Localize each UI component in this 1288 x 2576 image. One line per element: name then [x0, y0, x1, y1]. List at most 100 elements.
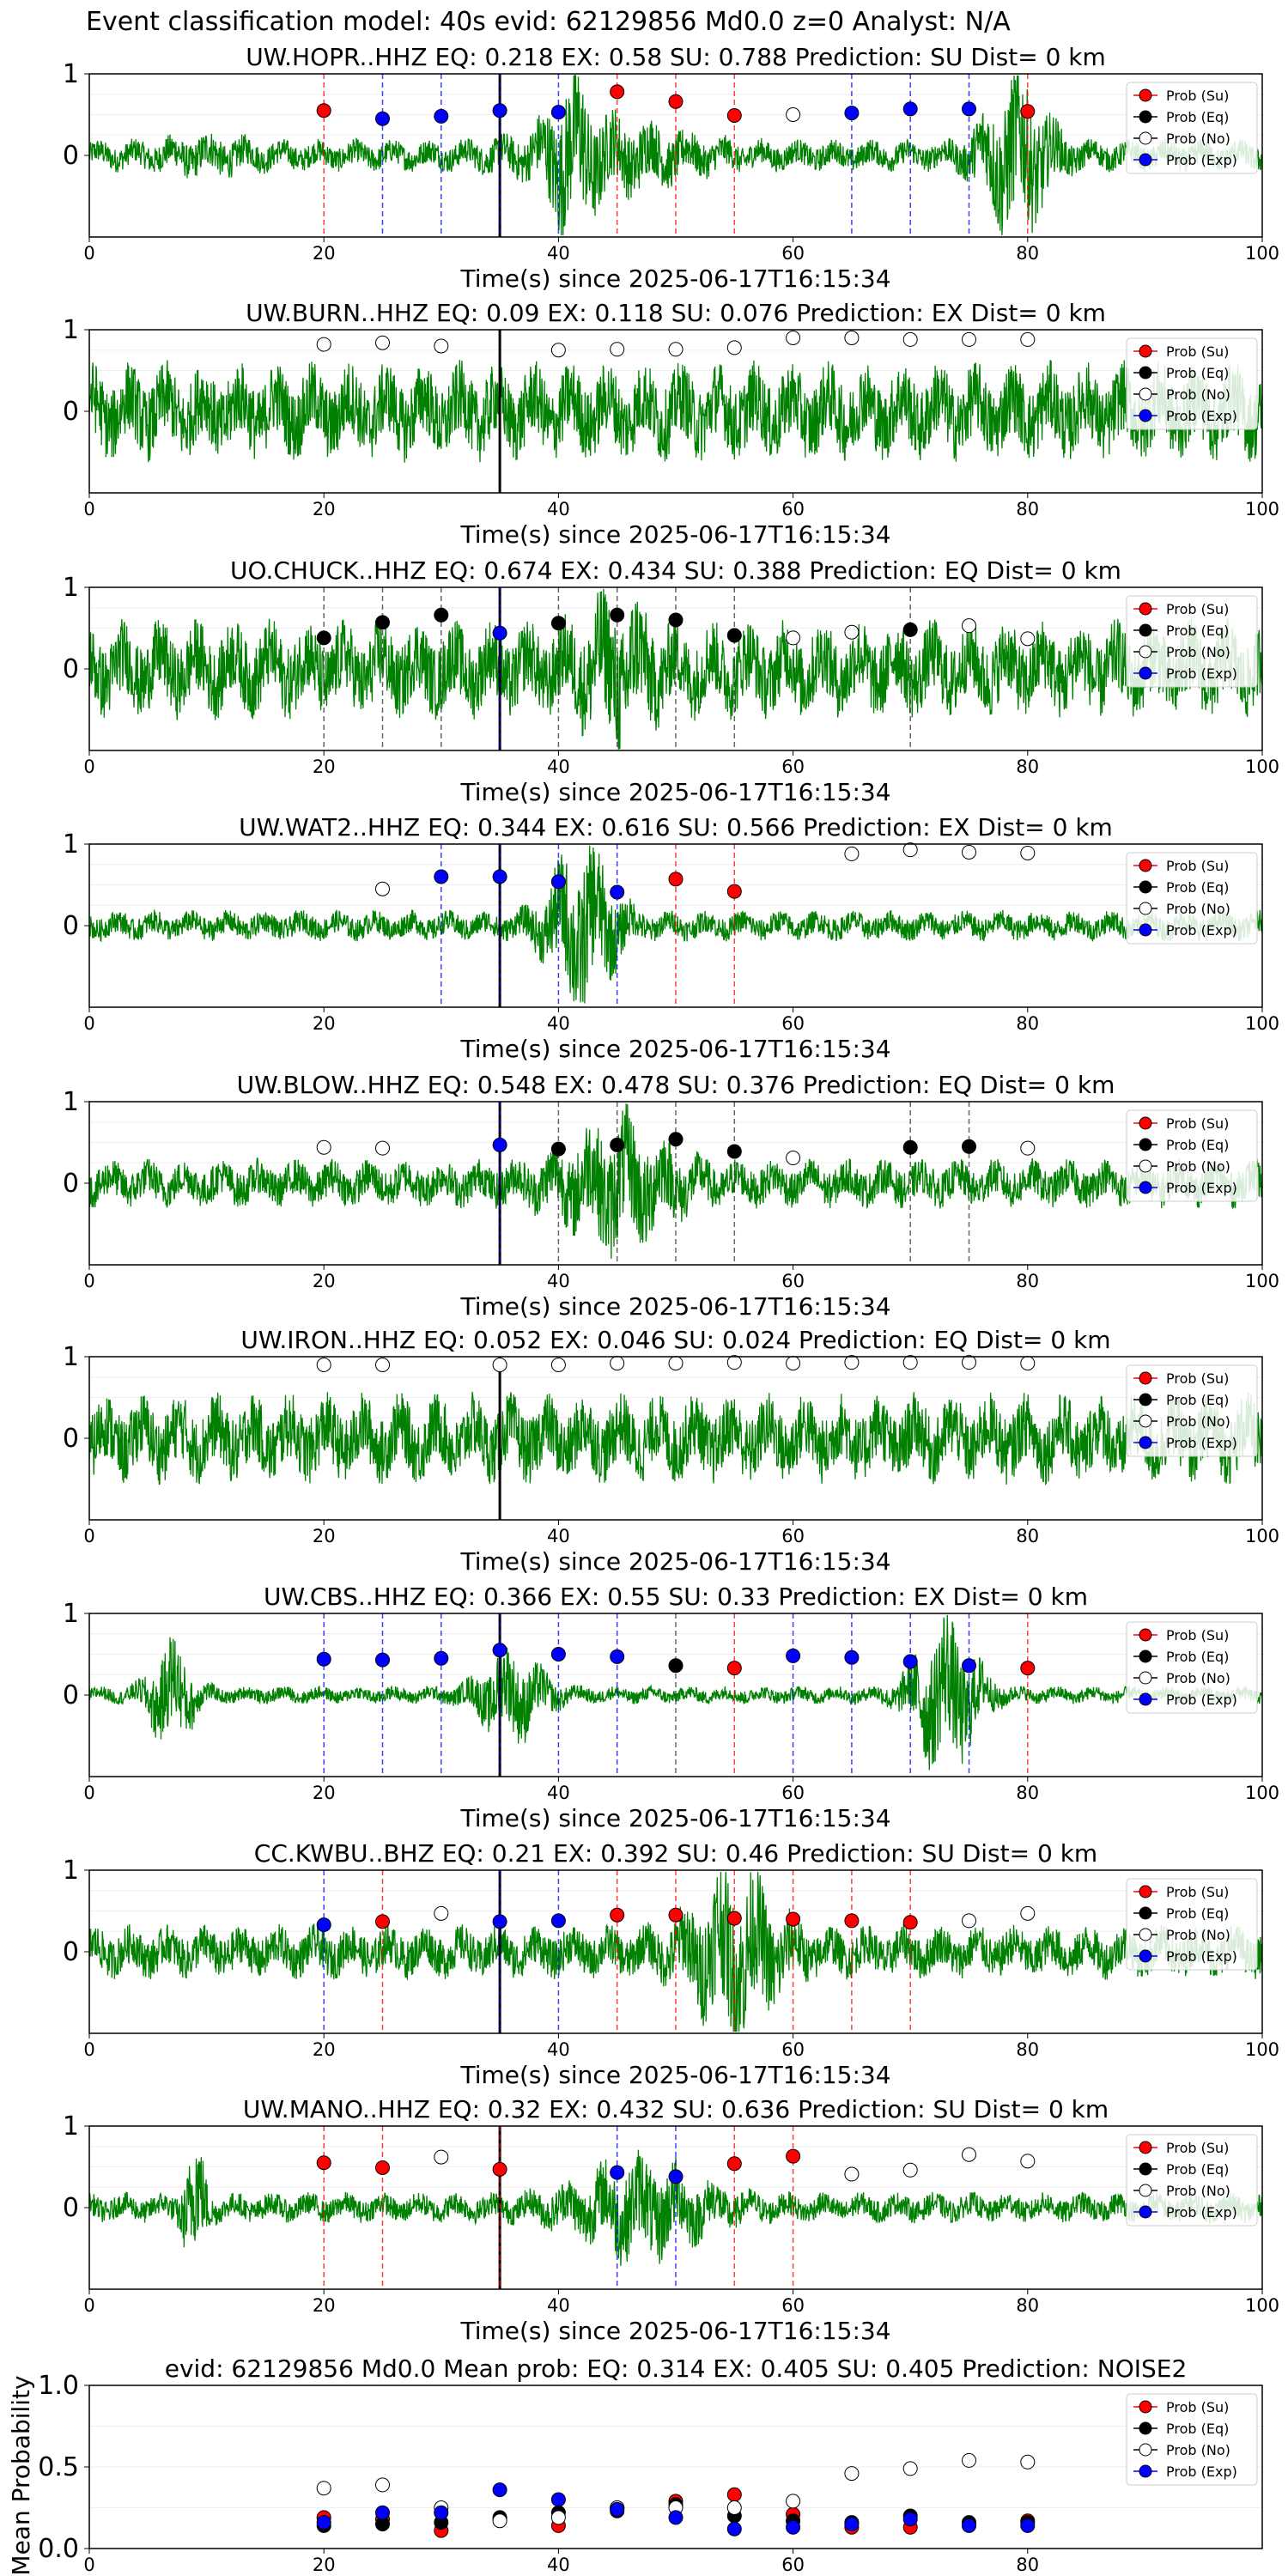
- legend-box: [1126, 1109, 1258, 1202]
- legend-marker: [1139, 2184, 1152, 2197]
- x-tick-label: 80: [1016, 499, 1039, 519]
- x-tick-label: 60: [781, 243, 805, 264]
- legend-label: Prob (Eq): [1166, 879, 1229, 896]
- probability-point: [492, 103, 507, 118]
- mean-probability-point: [550, 2492, 566, 2507]
- station-panel: UW.WAT2..HHZ EQ: 0.344 EX: 0.616 SU: 0.5…: [63, 813, 1279, 1063]
- legend-marker: [1139, 880, 1152, 894]
- x-tick-label: 40: [547, 756, 570, 777]
- probability-point: [434, 2149, 449, 2165]
- probability-point: [434, 869, 449, 884]
- legend-marker: [1139, 387, 1152, 401]
- legend-label: Prob (No): [1166, 131, 1230, 147]
- x-axis-label: Time(s) since 2025-06-17T16:15:34: [459, 1547, 890, 1576]
- legend-marker: [1139, 344, 1152, 358]
- panel-title: UW.WAT2..HHZ EQ: 0.344 EX: 0.616 SU: 0.5…: [239, 813, 1113, 841]
- legend-label: Prob (Exp): [1166, 1948, 1237, 1965]
- probability-point: [786, 331, 801, 345]
- y-tick-label: 1: [63, 1856, 79, 1886]
- legend-marker: [1139, 902, 1152, 915]
- legend-marker: [1139, 923, 1152, 937]
- probability-point: [726, 1661, 742, 1676]
- probability-point: [610, 1356, 625, 1371]
- probability-point: [1020, 2154, 1036, 2169]
- legend-marker: [1139, 153, 1152, 167]
- probability-point: [844, 2166, 860, 2182]
- x-tick-label: 20: [313, 499, 336, 519]
- mean-probability-point: [375, 2477, 390, 2493]
- probability-point: [962, 331, 976, 347]
- legend-marker: [1139, 366, 1152, 380]
- x-tick-label: 20: [313, 1783, 336, 1803]
- mean-probability-point: [726, 2500, 742, 2515]
- y-tick-label: 1.0: [38, 2371, 79, 2401]
- probability-point: [786, 1151, 801, 1166]
- x-tick-label: 20: [313, 2039, 336, 2060]
- probability-point: [844, 624, 860, 640]
- y-tick-label: 0: [63, 1937, 79, 1967]
- x-tick-label: 80: [1016, 1526, 1039, 1546]
- probability-point: [610, 1137, 625, 1152]
- x-tick-label: 60: [781, 1013, 805, 1034]
- x-tick-label: 100: [1245, 2039, 1279, 2060]
- legend-marker: [1139, 409, 1152, 422]
- legend-marker: [1139, 602, 1152, 616]
- x-axis-label: Time(s) since 2025-06-17T16:15:34: [459, 1035, 890, 1063]
- legend-marker: [1139, 1649, 1152, 1663]
- x-tick-label: 60: [781, 1783, 805, 1803]
- probability-point: [610, 342, 625, 357]
- probability-point: [550, 1141, 566, 1157]
- legend-label: Prob (No): [1166, 901, 1230, 917]
- probability-point: [668, 94, 683, 109]
- mean-probability-point: [316, 2515, 331, 2530]
- legend-label: Prob (Su): [1166, 88, 1229, 104]
- x-axis-label: Time(s) since 2025-06-17T16:15:34: [459, 1292, 890, 1321]
- probability-point: [726, 628, 742, 643]
- legend-label: Prob (Exp): [1166, 2464, 1237, 2480]
- probability-point: [902, 842, 918, 858]
- probability-point: [316, 1139, 331, 1155]
- probability-point: [902, 2162, 918, 2178]
- x-tick-label: 80: [1016, 1783, 1039, 1803]
- probability-point: [550, 343, 566, 358]
- probability-point: [962, 1658, 976, 1674]
- probability-point: [962, 1355, 976, 1370]
- legend-label: Prob (Eq): [1166, 1392, 1229, 1408]
- mean-probability-point: [668, 2510, 683, 2525]
- legend-label: Prob (No): [1166, 2442, 1230, 2458]
- probability-point: [375, 1652, 390, 1668]
- probability-point: [668, 1356, 683, 1371]
- x-tick-label: 0: [83, 1783, 94, 1803]
- probability-point: [550, 1358, 566, 1372]
- station-panel: CC.KWBU..BHZ EQ: 0.21 EX: 0.392 SU: 0.46…: [63, 1839, 1279, 2089]
- x-tick-label: 0: [83, 1526, 94, 1546]
- probability-point: [1020, 631, 1036, 647]
- probability-point: [902, 1654, 918, 1669]
- x-tick-label: 80: [1016, 2039, 1039, 2060]
- mean-probability-point: [550, 2510, 566, 2525]
- x-tick-label: 0: [83, 499, 94, 519]
- probability-point: [726, 340, 742, 355]
- x-axis-label: Time(s) since 2025-06-17T16:15:34: [459, 264, 890, 293]
- probability-point: [550, 1647, 566, 1662]
- legend-box: [1126, 1364, 1258, 1457]
- legend-marker: [1139, 666, 1152, 680]
- x-tick-label: 40: [547, 1271, 570, 1291]
- y-tick-label: 1: [63, 2111, 79, 2142]
- station-panel: UW.HOPR..HHZ EQ: 0.218 EX: 0.58 SU: 0.78…: [63, 43, 1279, 293]
- probability-point: [550, 1913, 566, 1929]
- probability-point: [316, 1358, 331, 1372]
- probability-point: [550, 874, 566, 890]
- legend-marker: [1139, 2464, 1152, 2478]
- probability-point: [375, 111, 390, 126]
- legend-marker: [1139, 1159, 1152, 1173]
- mean-probability-point: [902, 2512, 918, 2527]
- legend-box: [1126, 595, 1258, 688]
- mean-probability-point: [492, 2513, 507, 2529]
- probability-point: [1020, 1140, 1036, 1156]
- probability-point: [316, 630, 331, 646]
- legend-marker: [1139, 645, 1152, 659]
- mean-probability-point: [726, 2521, 742, 2537]
- x-tick-label: 0: [83, 1271, 94, 1291]
- legend-marker: [1139, 1906, 1152, 1920]
